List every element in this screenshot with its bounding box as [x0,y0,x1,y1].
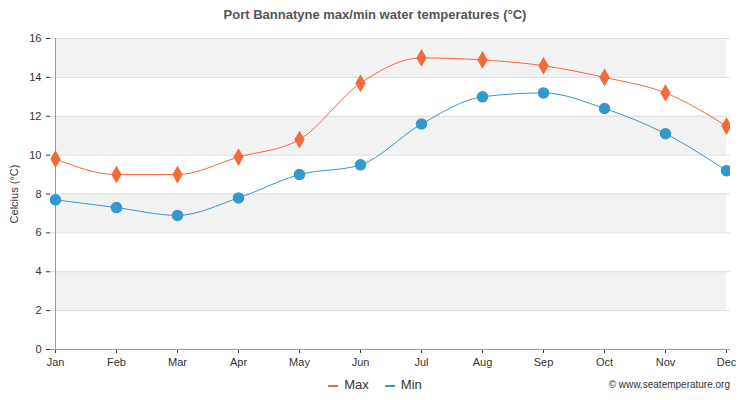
svg-text:0: 0 [35,343,41,355]
html-text:Min: Min [400,377,422,392]
svg-text:May: May [289,356,310,368]
svg-text:Dec: Dec [717,356,737,368]
svg-text:Nov: Nov [656,356,676,368]
svg-text:Feb: Feb [107,356,126,368]
svg-text:Jun: Jun [352,356,370,368]
svg-text:2: 2 [35,304,41,316]
svg-text:Aug: Aug [473,356,493,368]
svg-text:Jul: Jul [414,356,428,368]
svg-text:6: 6 [35,226,41,238]
svg-text:12: 12 [29,110,41,122]
svg-text:Celcius (°C): Celcius (°C) [8,165,20,224]
svg-text:Jan: Jan [47,356,65,368]
svg-text:14: 14 [29,71,41,83]
html-text:© www.seatemperature.org: © www.seatemperature.org [608,379,730,390]
html-text:Port Bannatyne max/min water t: Port Bannatyne max/min water temperature… [223,7,527,22]
svg-text:Sep: Sep [534,356,554,368]
svg-text:Mar: Mar [168,356,187,368]
svg-text:4: 4 [35,265,41,277]
svg-text:8: 8 [35,188,41,200]
svg-text:16: 16 [29,32,41,44]
svg-text:Apr: Apr [230,356,247,368]
html-text:Max: Max [344,377,369,392]
svg-text:Oct: Oct [596,356,613,368]
svg-text:10: 10 [29,149,41,161]
